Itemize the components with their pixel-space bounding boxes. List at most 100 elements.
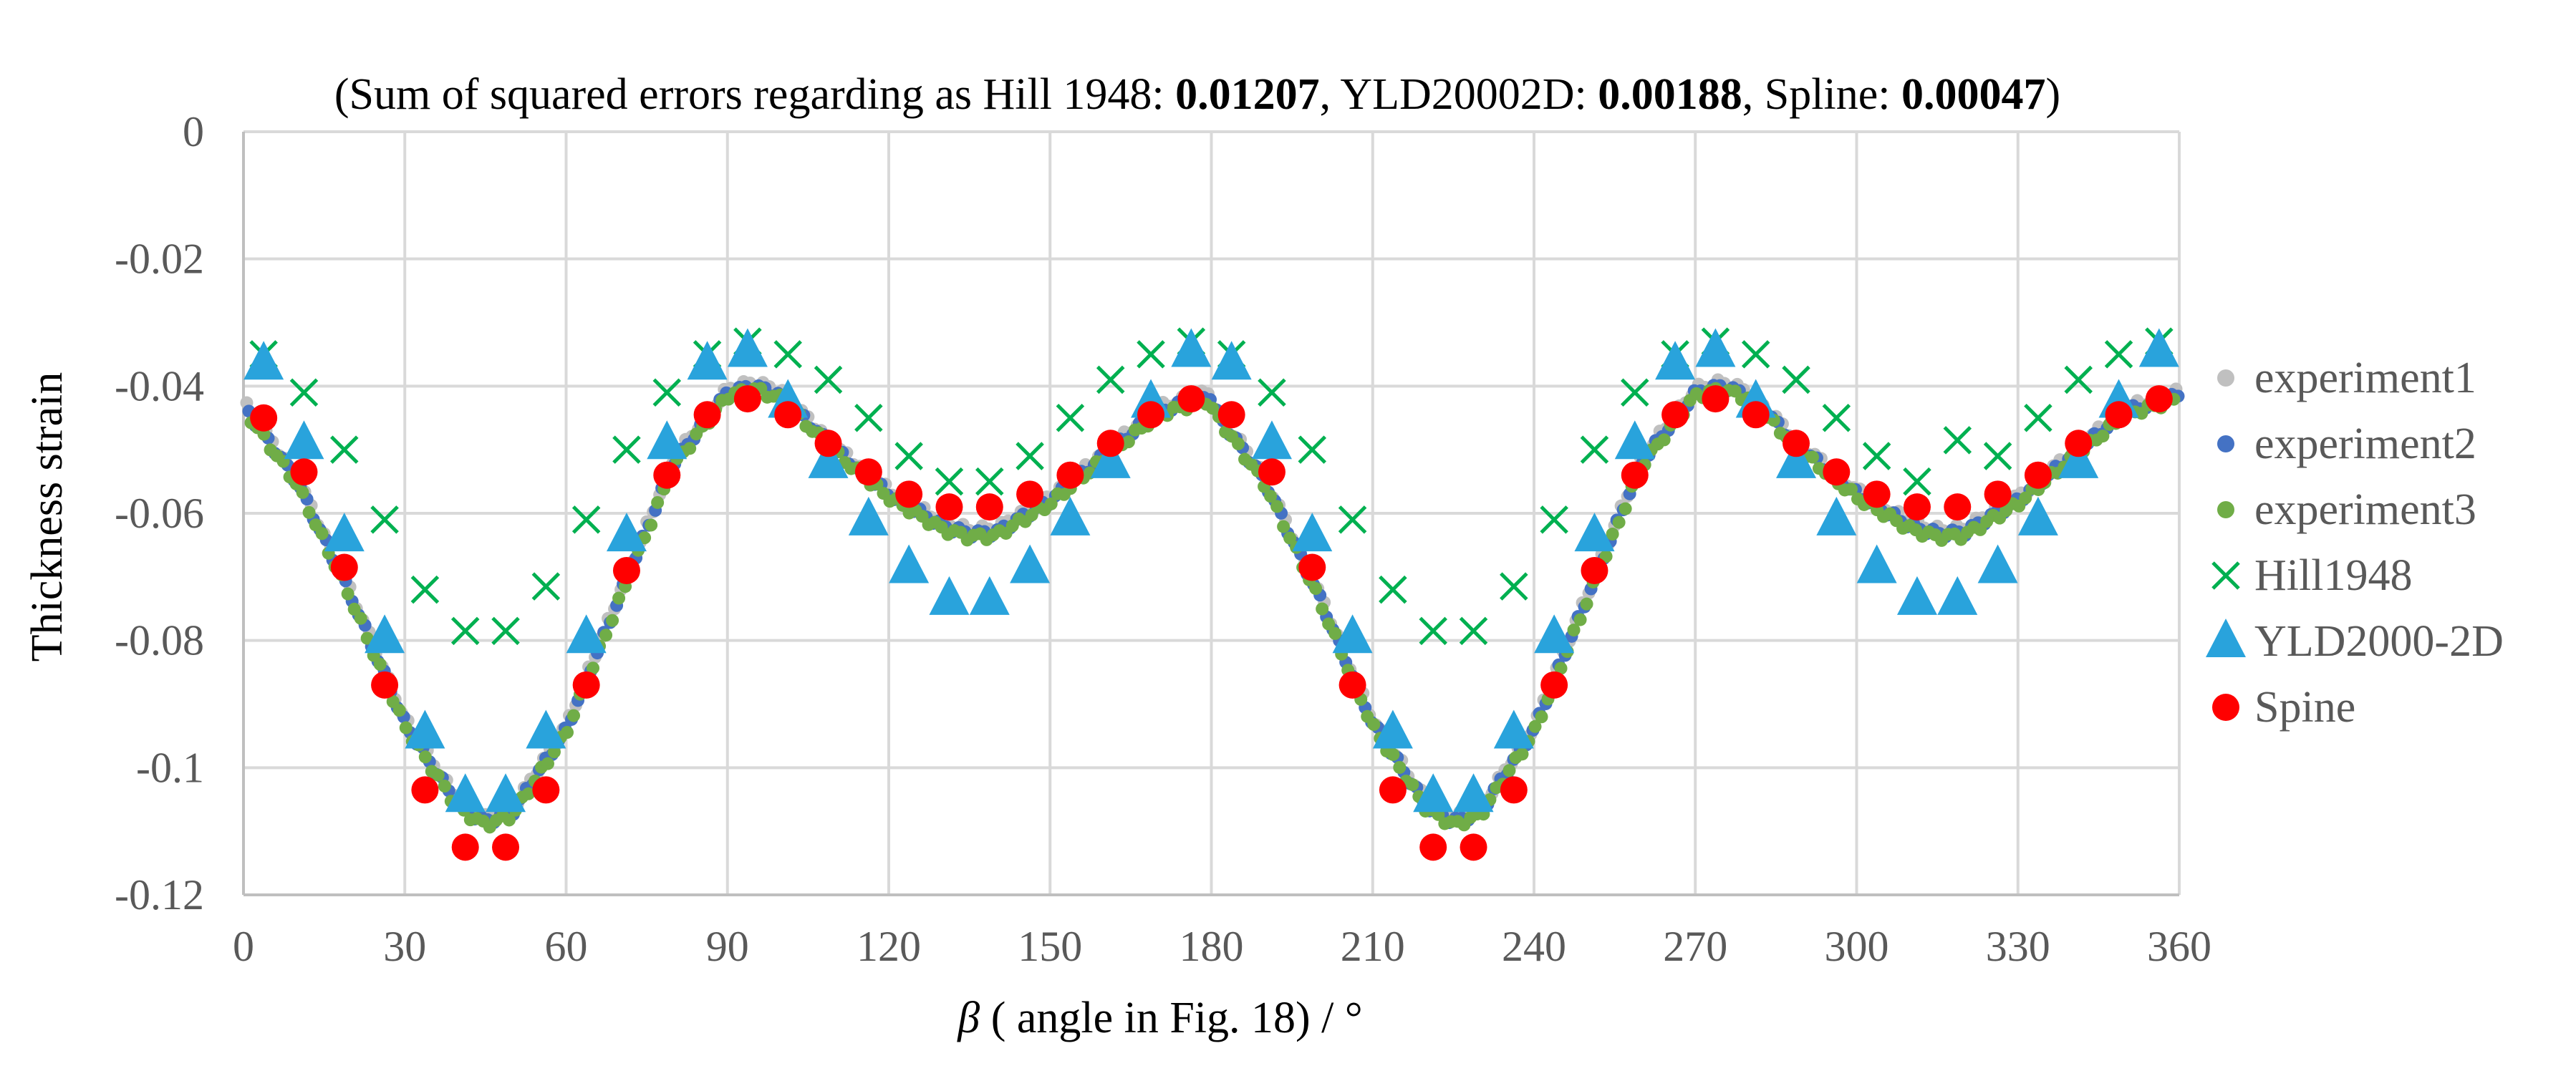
data-point-Hill1948 xyxy=(531,572,561,601)
x-tick-label: 360 xyxy=(2147,923,2211,970)
data-point-Spine xyxy=(1379,776,1407,804)
data-point-Hill1948 xyxy=(1298,435,1327,464)
data-point-Hill1948 xyxy=(1822,403,1851,432)
data-point-Spine xyxy=(653,461,681,489)
data-point-YLD2000-2D xyxy=(1856,544,1897,583)
data-point-experiment3 xyxy=(599,629,613,642)
data-point-experiment3 xyxy=(373,657,387,671)
legend: experiment1 experiment2 experiment3 Hill194… xyxy=(2206,354,2504,732)
data-point-experiment3 xyxy=(612,591,626,605)
data-point-experiment3 xyxy=(418,750,432,764)
data-point-YLD2000-2D xyxy=(2138,328,2179,367)
y-tick-label: -0.12 xyxy=(115,871,204,919)
data-point-experiment3 xyxy=(1515,747,1529,761)
x-tick-label: 210 xyxy=(1341,923,1405,970)
data-point-Spine xyxy=(1338,671,1366,699)
data-point-Hill1948 xyxy=(1137,340,1165,369)
data-point-Spine xyxy=(1096,430,1124,457)
data-point-experiment3 xyxy=(1283,531,1297,545)
data-point-Hill1948 xyxy=(1096,365,1125,394)
data-point-Hill1948 xyxy=(1580,435,1609,464)
legend-label: Hill1948 xyxy=(2254,551,2412,600)
x-axis-title-symbol: β xyxy=(957,994,980,1042)
chart-title-part: 0.00047 xyxy=(1901,70,2046,119)
data-point-experiment3 xyxy=(341,587,354,601)
data-point-experiment3 xyxy=(645,518,658,532)
data-point-Hill1948 xyxy=(773,340,802,369)
legend-marker xyxy=(2211,561,2240,590)
data-point-YLD2000-2D xyxy=(405,709,445,749)
data-point-experiment3 xyxy=(1554,661,1568,675)
data-point-Hill1948 xyxy=(1500,572,1528,601)
x-tick-label: 60 xyxy=(545,923,588,970)
data-point-YLD2000-2D xyxy=(2017,496,2058,535)
data-point-experiment3 xyxy=(1406,777,1419,791)
data-point-YLD2000-2D xyxy=(1977,544,2018,583)
data-point-Hill1948 xyxy=(1903,467,1931,496)
y-tick-label: -0.06 xyxy=(115,490,204,537)
data-point-Hill1948 xyxy=(2024,403,2052,432)
x-tick-label: 150 xyxy=(1018,923,1082,970)
x-tick-label: 300 xyxy=(1825,923,1889,970)
data-point-experiment3 xyxy=(1044,497,1058,510)
data-point-Spine xyxy=(733,385,761,413)
data-point-experiment3 xyxy=(1573,613,1587,626)
data-point-Spine xyxy=(1016,480,1044,508)
data-point-experiment3 xyxy=(392,704,406,717)
data-point-experiment3 xyxy=(1805,450,1819,464)
data-point-Spine xyxy=(1137,401,1165,429)
data-point-Hill1948 xyxy=(330,435,359,464)
data-point-YLD2000-2D xyxy=(1655,341,1696,380)
data-point-Hill1948 xyxy=(410,575,440,604)
data-point-YLD2000-2D xyxy=(1453,773,1494,813)
data-point-experiment3 xyxy=(1367,717,1381,731)
data-point-YLD2000-2D xyxy=(365,614,405,654)
data-point-experiment3 xyxy=(399,721,413,735)
data-point-experiment3 xyxy=(296,485,309,499)
data-point-experiment3 xyxy=(1535,710,1548,724)
x-tick-label: 30 xyxy=(383,923,426,970)
x-tick-label: 270 xyxy=(1663,923,1727,970)
data-point-Spine xyxy=(572,671,600,699)
data-point-experiment3 xyxy=(2019,491,2032,505)
data-point-Spine xyxy=(1702,385,1730,413)
data-point-YLD2000-2D xyxy=(243,341,284,380)
data-point-experiment3 xyxy=(1612,515,1626,529)
data-point-YLD2000-2D xyxy=(1816,496,1857,535)
data-point-YLD2000-2D xyxy=(1211,341,1252,380)
data-point-experiment3 xyxy=(1277,520,1291,533)
data-point-YLD2000-2D xyxy=(1413,773,1454,813)
data-point-experiment3 xyxy=(431,768,445,782)
data-point-Hill1948 xyxy=(1338,505,1367,534)
data-point-experiment3 xyxy=(1322,617,1336,631)
data-point-YLD2000-2D xyxy=(929,576,970,615)
y-tick-label: -0.1 xyxy=(136,744,204,791)
data-point-experiment3 xyxy=(1606,528,1619,541)
data-point-Hill1948 xyxy=(814,365,843,394)
data-point-YLD2000-2D xyxy=(1896,576,1937,615)
data-point-experiment3 xyxy=(651,495,665,509)
data-point-Hill1948 xyxy=(1741,340,1770,369)
data-point-experiment3 xyxy=(606,614,619,627)
data-point-Hill1948 xyxy=(1016,442,1044,470)
data-point-Spine xyxy=(2065,430,2093,457)
series-experiment2 xyxy=(242,379,2185,830)
data-point-Spine xyxy=(814,430,842,457)
data-point-Spine xyxy=(1217,401,1245,429)
chart-title-part: (Sum of squared errors regarding as Hill… xyxy=(334,70,1175,119)
data-point-experiment3 xyxy=(1393,760,1407,774)
data-point-experiment3 xyxy=(547,745,561,759)
data-point-Hill1948 xyxy=(894,442,923,470)
data-point-YLD2000-2D xyxy=(889,544,930,583)
data-point-YLD2000-2D xyxy=(1090,439,1131,478)
data-point-YLD2000-2D xyxy=(848,496,889,535)
data-point-Spine xyxy=(935,493,963,521)
data-point-experiment3 xyxy=(561,726,574,740)
data-point-YLD2000-2D xyxy=(808,439,849,478)
data-point-Spine xyxy=(1742,401,1770,429)
data-point-Spine xyxy=(693,401,721,429)
data-point-experiment3 xyxy=(502,813,516,827)
data-point-YLD2000-2D xyxy=(1493,709,1534,749)
data-point-Hill1948 xyxy=(935,467,964,496)
